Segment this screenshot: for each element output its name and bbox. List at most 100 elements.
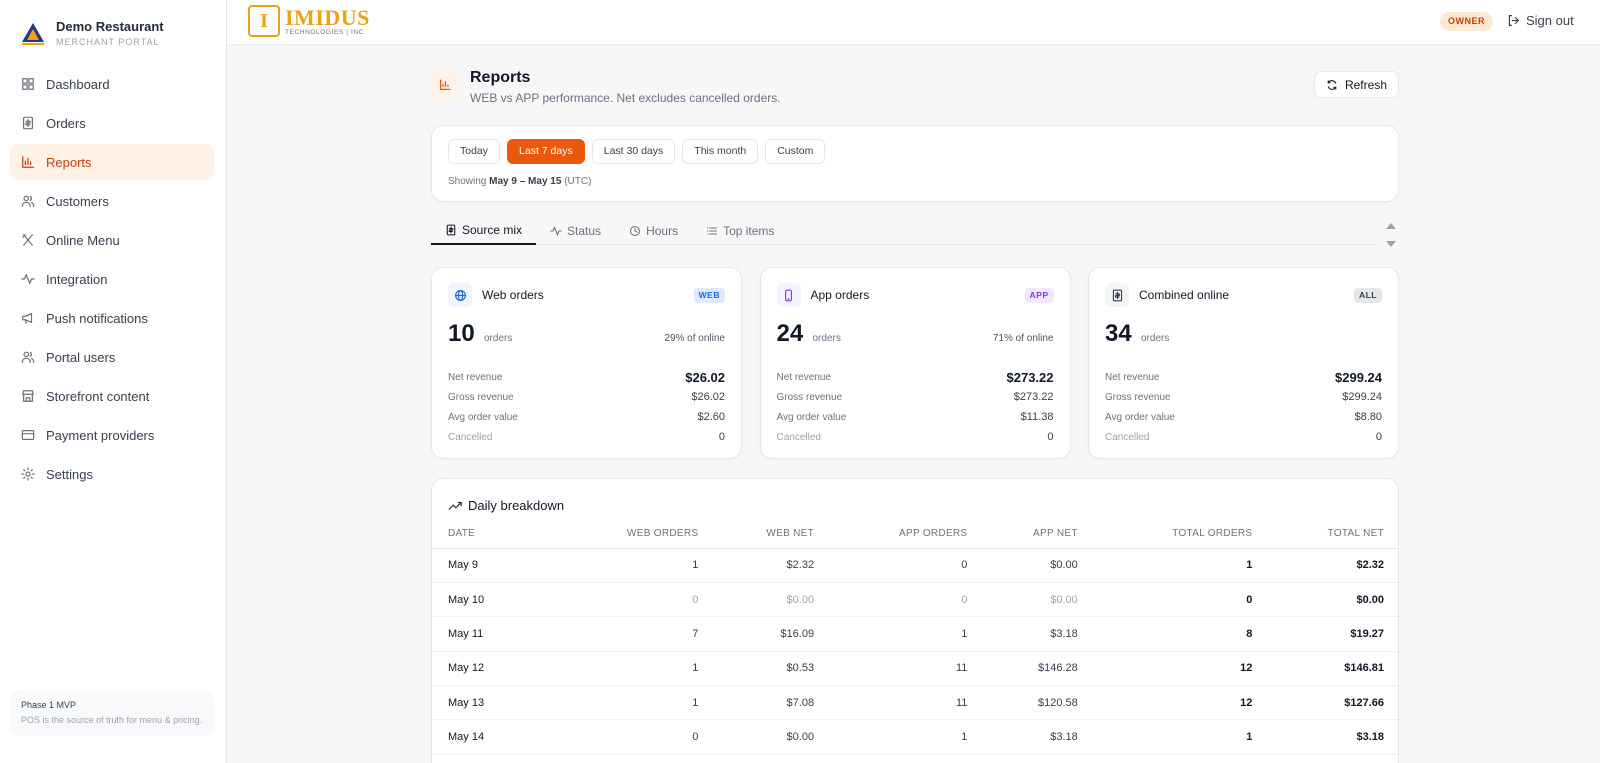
bar-chart-icon-wrap <box>21 155 35 169</box>
share-of-online: 71% of online <box>992 333 1054 344</box>
sidebar-item-integration[interactable]: Integration <box>10 261 214 297</box>
range-button-last-30-days[interactable]: Last 30 days <box>591 139 676 164</box>
column-header-date[interactable]: DATE <box>432 519 556 549</box>
gross-revenue-row: Gross revenue $299.24 <box>1105 387 1382 407</box>
tab-hours[interactable]: Hours <box>615 217 692 245</box>
sidebar-item-settings[interactable]: Settings <box>10 456 214 492</box>
range-button-today[interactable]: Today <box>448 139 501 164</box>
credit-card-icon-wrap <box>21 428 35 442</box>
sidebar-item-payment-providers[interactable]: Payment providers <box>10 417 214 453</box>
sidebar-item-customers[interactable]: Customers <box>10 183 214 219</box>
role-badge: OWNER <box>1440 12 1493 31</box>
source-badge: WEB <box>693 288 725 303</box>
card-metrics: Net revenue $273.22 Gross revenue $273.22 … <box>777 367 1054 447</box>
table-row[interactable]: May 12 1 $0.53 11 $146.28 12 $146.81 <box>432 651 1398 687</box>
share-of-online: 29% of online <box>664 333 725 344</box>
grid-icon <box>22 78 34 90</box>
net-revenue-row: Net revenue $299.24 <box>1105 367 1382 387</box>
table-row[interactable]: May 14 0 $0.00 1 $3.18 1 $3.18 <box>432 719 1398 755</box>
sidebar-item-label: Online Menu <box>46 232 120 248</box>
range-button-last-7-days[interactable]: Last 7 days <box>507 139 585 164</box>
net-revenue-value: $273.22 <box>1006 369 1054 385</box>
avg-order-value-row: Avg order value $11.38 <box>777 407 1054 427</box>
cancelled-row: Cancelled 0 <box>777 427 1054 447</box>
gross-revenue-label: Gross revenue <box>448 391 514 403</box>
column-header-total-orders[interactable]: TOTAL ORDERS <box>1093 519 1269 549</box>
cell-app-orders: 0 <box>830 548 984 583</box>
receipt-icon-wrap <box>21 116 35 130</box>
cell-web-orders: 0 <box>555 582 715 618</box>
sidebar-item-label: Settings <box>46 466 93 482</box>
cell-app-orders: 11 <box>830 685 984 721</box>
sidebar-item-orders[interactable]: Orders <box>10 105 214 141</box>
footer-title: Phase 1 MVP <box>21 699 77 710</box>
store-icon <box>22 390 34 402</box>
sidebar-item-label: Push notifications <box>46 310 148 326</box>
net-revenue-value: $26.02 <box>685 369 725 385</box>
tab-scroll-arrows-icon[interactable] <box>1385 221 1397 249</box>
cell-web-net: $0.00 <box>714 582 831 618</box>
cell-app-net: $0.00 <box>983 548 1094 583</box>
sidebar-item-label: Payment providers <box>46 427 155 443</box>
cell-date: May 12 <box>432 651 556 687</box>
imidus-logo-icon: I <box>248 5 280 37</box>
order-count: 10 <box>448 320 475 347</box>
cell-total-net: $3.18 <box>1268 719 1398 755</box>
table-row[interactable]: May 10 0 $0.00 0 $0.00 0 $0.00 <box>432 582 1398 618</box>
page-title: Reports <box>470 69 531 86</box>
cancelled-label: Cancelled <box>448 431 493 443</box>
users-icon <box>21 195 35 207</box>
cell-app-net: $3.18 <box>983 616 1094 652</box>
reports-icon <box>431 69 459 99</box>
tab-source-mix[interactable]: Source mix <box>431 217 537 245</box>
daily-breakdown-label: Daily breakdown <box>468 498 565 513</box>
refresh-button[interactable]: Refresh <box>1313 71 1399 98</box>
column-header-app-net[interactable]: APP NET <box>983 519 1094 549</box>
sidebar-item-storefront-content[interactable]: Storefront content <box>10 378 214 414</box>
column-header-web-orders[interactable]: WEB ORDERS <box>555 519 715 549</box>
cell-app-net: $120.58 <box>983 685 1094 721</box>
topbar: I IMIDUS TECHNOLOGIES | INC OWNER Sign o… <box>227 0 1600 45</box>
refresh-icon <box>1327 79 1337 90</box>
tab-top-items[interactable]: Top items <box>692 217 788 245</box>
sidebar-item-portal-users[interactable]: Portal users <box>10 339 214 375</box>
daily-breakdown-card: Daily breakdown DATE WEB ORDERS WEB NET APP… <box>431 478 1399 763</box>
sidebar-item-label: Dashboard <box>46 76 110 92</box>
sidebar-item-reports[interactable]: Reports <box>10 144 214 180</box>
range-button-this-month[interactable]: This month <box>682 139 759 164</box>
cell-total-net: $146.81 <box>1268 651 1398 687</box>
column-header-total-net[interactable]: TOTAL NET <box>1268 519 1398 549</box>
megaphone-icon <box>22 313 33 324</box>
tab-status[interactable]: Status <box>536 217 615 245</box>
sidebar-item-push-notifications[interactable]: Push notifications <box>10 300 214 336</box>
imidus-logo[interactable]: I IMIDUS TECHNOLOGIES | INC <box>248 5 370 37</box>
brand[interactable]: Demo Restaurant MERCHANT PORTAL <box>0 0 226 66</box>
tab-label: Source mix <box>462 223 523 237</box>
table-row[interactable]: May 11 7 $16.09 1 $3.18 8 $19.27 <box>432 616 1398 652</box>
column-header-web-net[interactable]: WEB NET <box>714 519 831 549</box>
utensils-icon-wrap <box>21 233 35 247</box>
sidebar-item-online-menu[interactable]: Online Menu <box>10 222 214 258</box>
activity-icon-wrap <box>21 272 35 286</box>
cell-date: May 14 <box>432 719 556 755</box>
column-header-app-orders[interactable]: APP ORDERS <box>830 519 984 549</box>
tab-label: Status <box>567 224 602 238</box>
users-icon <box>21 351 35 363</box>
cell-app-orders: 1 <box>830 616 984 652</box>
gross-revenue-label: Gross revenue <box>1105 391 1171 403</box>
table-row[interactable]: May 9 1 $2.32 0 $0.00 1 $2.32 <box>432 548 1398 583</box>
range-button-custom[interactable]: Custom <box>765 139 826 164</box>
store-icon-wrap <box>21 389 35 403</box>
net-revenue-row: Net revenue $26.02 <box>448 367 725 387</box>
sign-out-button[interactable]: Sign out <box>1507 13 1574 28</box>
credit-card-icon <box>21 430 35 440</box>
gross-revenue-value: $299.24 <box>1342 391 1382 403</box>
brand-subtitle: MERCHANT PORTAL <box>56 37 160 47</box>
cell-total-net: $19.27 <box>1268 616 1398 652</box>
cancelled-value: 0 <box>1375 431 1382 443</box>
gear-icon <box>21 467 35 481</box>
sidebar-item-dashboard[interactable]: Dashboard <box>10 66 214 102</box>
table-row[interactable]: May 13 1 $7.08 11 $120.58 12 $127.66 <box>432 685 1398 721</box>
source-badge: ALL <box>1353 288 1382 303</box>
trending-up-icon <box>448 501 462 510</box>
